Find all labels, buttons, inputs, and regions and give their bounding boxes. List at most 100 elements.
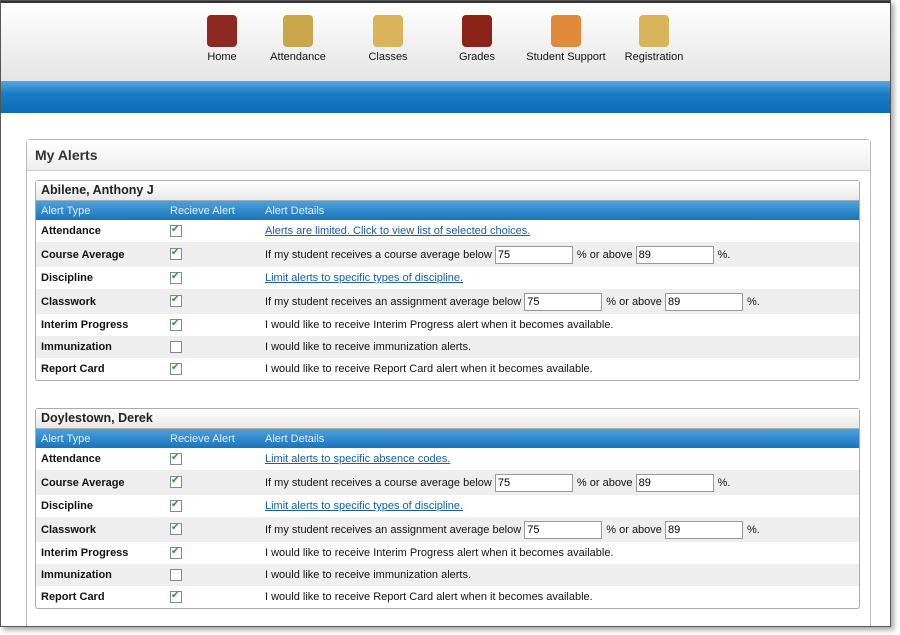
alert-row: Immunization I would like to receive immu… <box>36 564 859 586</box>
alert-description: I would like to receive Interim Progress… <box>265 547 614 559</box>
nav-label: Registration <box>624 51 684 63</box>
alert-description: I would like to receive immunization ale… <box>265 569 472 581</box>
student-alert-box: Abilene, Anthony J Alert Type Recieve Aler… <box>35 180 860 381</box>
my-alerts-panel: My Alerts Abilene, Anthony J Alert Type Re… <box>26 139 871 626</box>
column-header: Alert Type <box>36 201 165 220</box>
threshold-text: % or above <box>576 476 633 489</box>
threshold-text: If my student receives a course average … <box>265 476 492 489</box>
classes-icon <box>373 15 403 47</box>
above-threshold-input[interactable] <box>664 292 743 311</box>
threshold-text: % or above <box>576 248 633 261</box>
threshold-text: If my student receives a course average … <box>265 248 492 261</box>
alert-type: Interim Progress <box>41 547 129 559</box>
receive-alert-checkbox[interactable] <box>170 546 182 559</box>
alert-row: Discipline Limit alerts to specific types… <box>36 495 859 517</box>
alert-description: I would like to receive Report Card aler… <box>265 591 593 603</box>
column-header: Recieve Alert <box>165 201 260 220</box>
nav-label: Grades <box>458 51 496 63</box>
blue-banner <box>1 81 890 113</box>
alert-row: Attendance Alerts are limited. Click to v… <box>36 220 859 242</box>
alerts-table: Alert Type Recieve Alert Alert Details Atte… <box>36 201 859 380</box>
receive-alert-checkbox[interactable] <box>170 522 182 535</box>
panel-title: My Alerts <box>27 140 870 171</box>
threshold-text: %. <box>717 476 731 489</box>
top-nav-bar: Home Attendance Classes Grades Student Suppo… <box>1 1 890 81</box>
nav-label: Home <box>207 51 237 63</box>
alert-type: Immunization <box>36 336 165 358</box>
alert-description: I would like to receive immunization ale… <box>265 341 472 353</box>
nav-student-support[interactable]: Student Support <box>521 15 611 63</box>
column-header: Recieve Alert <box>165 429 260 448</box>
threshold-text: % or above <box>606 523 662 536</box>
alert-row: Discipline Limit alerts to specific types… <box>36 267 859 289</box>
threshold-text: If my student receives an assignment ave… <box>265 295 522 308</box>
student-support-icon <box>551 15 581 47</box>
column-header: Alert Details <box>260 429 859 448</box>
alert-row: Classwork If my student receives an assig… <box>36 289 859 314</box>
above-threshold-input[interactable] <box>635 473 714 492</box>
alert-details-link[interactable]: Limit alerts to specific absence codes. <box>265 453 451 465</box>
student-alert-box: Doylestown, Derek Alert Type Recieve Alert… <box>35 408 860 609</box>
threshold-text: %. <box>746 295 760 308</box>
alert-type: Discipline <box>41 500 93 512</box>
alert-details-link[interactable]: Limit alerts to specific types of discip… <box>265 272 464 284</box>
receive-alert-checkbox[interactable] <box>170 340 182 353</box>
receive-alert-checkbox[interactable] <box>170 499 182 512</box>
receive-alert-checkbox[interactable] <box>170 452 182 465</box>
below-threshold-input[interactable] <box>524 520 603 539</box>
alert-row: Report Card I would like to receive Repor… <box>36 358 859 380</box>
nav-classes[interactable]: Classes <box>343 15 433 63</box>
student-name: Abilene, Anthony J <box>36 181 859 201</box>
receive-alert-checkbox[interactable] <box>170 224 182 237</box>
above-threshold-input[interactable] <box>664 520 743 539</box>
alert-type: Interim Progress <box>41 319 129 331</box>
home-icon <box>207 15 237 47</box>
alert-type: Course Average <box>36 242 165 267</box>
alert-row: Immunization I would like to receive immu… <box>36 336 859 358</box>
student-name: Doylestown, Derek <box>36 409 859 429</box>
registration-icon <box>639 15 669 47</box>
nav-label: Attendance <box>270 51 326 63</box>
threshold-text: % or above <box>606 295 662 308</box>
alerts-table: Alert Type Recieve Alert Alert Details Atte… <box>36 429 859 608</box>
alert-details-link[interactable]: Limit alerts to specific types of discip… <box>265 500 464 512</box>
alert-type: Classwork <box>36 517 165 542</box>
receive-alert-checkbox[interactable] <box>170 271 182 284</box>
alert-type: Discipline <box>41 272 93 284</box>
attendance-icon <box>283 15 313 47</box>
nav-grades[interactable]: Grades <box>433 15 521 63</box>
alert-row: Classwork If my student receives an assig… <box>36 517 859 542</box>
main-nav: Home Attendance Classes Grades Student Suppo… <box>191 15 697 63</box>
below-threshold-input[interactable] <box>494 245 573 264</box>
receive-alert-checkbox[interactable] <box>170 590 182 603</box>
below-threshold-input[interactable] <box>524 292 603 311</box>
nav-registration[interactable]: Registration <box>611 15 697 63</box>
receive-alert-checkbox[interactable] <box>170 362 182 375</box>
alert-type: Immunization <box>36 564 165 586</box>
alert-row: Interim Progress I would like to receive … <box>36 542 859 564</box>
above-threshold-input[interactable] <box>635 245 714 264</box>
column-header: Alert Details <box>260 201 859 220</box>
receive-alert-checkbox[interactable] <box>170 475 182 488</box>
grades-icon <box>462 15 492 47</box>
alert-type: Report Card <box>41 591 105 603</box>
nav-attendance[interactable]: Attendance <box>253 15 343 63</box>
receive-alert-checkbox[interactable] <box>170 294 182 307</box>
alert-description: I would like to receive Interim Progress… <box>265 319 614 331</box>
alert-details-link[interactable]: Alerts are limited. Click to view list o… <box>265 225 531 237</box>
threshold-text: If my student receives an assignment ave… <box>265 523 522 536</box>
receive-alert-checkbox[interactable] <box>170 318 182 331</box>
alert-row: Course Average If my student receives a c… <box>36 242 859 267</box>
alert-row: Attendance Limit alerts to specific absen… <box>36 448 859 470</box>
receive-alert-checkbox[interactable] <box>170 247 182 260</box>
column-header: Alert Type <box>36 429 165 448</box>
alert-type: Classwork <box>36 289 165 314</box>
nav-home[interactable]: Home <box>191 15 253 63</box>
threshold-text: %. <box>717 248 731 261</box>
receive-alert-checkbox[interactable] <box>170 568 182 581</box>
threshold-text: %. <box>746 523 760 536</box>
alert-row: Interim Progress I would like to receive … <box>36 314 859 336</box>
below-threshold-input[interactable] <box>494 473 573 492</box>
alert-type: Course Average <box>36 470 165 495</box>
alert-row: Report Card I would like to receive Repor… <box>36 586 859 608</box>
